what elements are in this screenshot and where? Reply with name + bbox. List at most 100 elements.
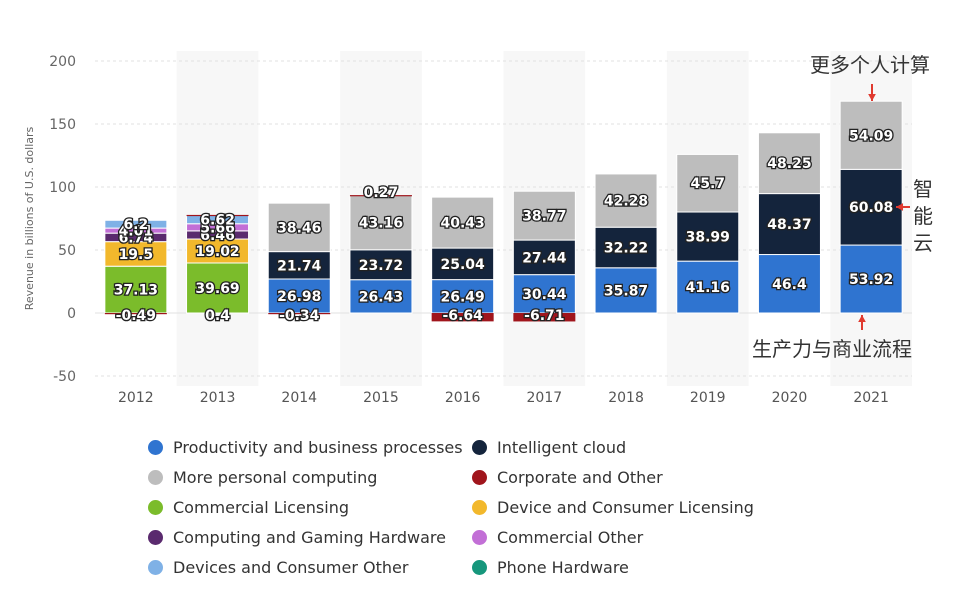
bar-segment — [104, 313, 167, 315]
legend-swatch — [472, 560, 487, 575]
legend-swatch — [148, 470, 163, 485]
x-tick-label: 2015 — [363, 390, 399, 406]
x-tick-label: 2014 — [281, 390, 317, 406]
stacked-bar-chart: 200 150 100 50 0 -50 Revenue in billions of U.… — [23, 51, 933, 406]
legend-item[interactable]: More personal computing — [148, 468, 377, 487]
bar-segment — [676, 260, 740, 314]
bar-segment — [594, 173, 658, 228]
legend-item[interactable]: Commercial Licensing — [148, 498, 349, 517]
bar-segment — [349, 194, 413, 251]
annotation-arrow-head — [896, 203, 904, 211]
bar-segment — [757, 193, 821, 256]
data-label: -6.64 — [442, 308, 483, 324]
data-label: 48.37 — [767, 217, 811, 233]
legend-label: Commercial Other — [497, 528, 644, 547]
legend-swatch — [148, 560, 163, 575]
annotation-intelligent-cloud: 云 — [913, 231, 933, 255]
data-label: 37.13 — [114, 283, 158, 299]
data-label: 23.72 — [359, 258, 403, 274]
annotation-arrow-head — [868, 93, 876, 101]
bar-segment — [104, 241, 168, 267]
bar-segment — [186, 214, 249, 217]
legend-swatch — [148, 530, 163, 545]
data-label: 38.99 — [686, 230, 730, 246]
bar-segment — [431, 196, 495, 249]
y-tick-label: -50 — [53, 369, 76, 385]
bar-segment — [676, 153, 740, 213]
bar-segment — [757, 132, 821, 195]
legend-item[interactable]: Corporate and Other — [472, 468, 663, 487]
bar-segment — [349, 279, 413, 314]
data-label: 32.22 — [604, 241, 648, 257]
x-tick-label: 2012 — [118, 390, 154, 406]
bar-segment — [431, 247, 495, 281]
legend-item[interactable]: Intelligent cloud — [472, 438, 626, 457]
legend-label: Productivity and business processes — [173, 438, 463, 457]
legend-swatch — [148, 440, 163, 455]
data-label: 26.43 — [359, 289, 403, 305]
data-label: 42.28 — [604, 194, 648, 210]
data-label: 6.46 — [200, 228, 235, 244]
y-tick-label: 200 — [49, 54, 76, 70]
legend-item[interactable]: Computing and Gaming Hardware — [148, 528, 446, 547]
data-label: -6.71 — [524, 308, 564, 324]
bar-segment — [104, 265, 168, 314]
x-tick-label: 2016 — [445, 390, 481, 406]
annotation-productivity: 生产力与商业流程 — [752, 337, 912, 361]
bar-segment — [349, 195, 412, 197]
bar-segment — [839, 100, 903, 170]
legend-item[interactable]: Device and Consumer Licensing — [472, 498, 754, 517]
data-label: 0.4 — [205, 308, 230, 324]
bar-segment — [839, 244, 903, 314]
legend-label: Commercial Licensing — [173, 498, 349, 517]
data-label: 45.7 — [690, 176, 725, 192]
annotation-intelligent-cloud: 能 — [913, 204, 933, 228]
data-label: -0.49 — [116, 308, 156, 324]
legend-label: Device and Consumer Licensing — [497, 498, 754, 517]
x-tick-label: 2017 — [527, 390, 563, 406]
annotation-arrow-head — [858, 315, 866, 323]
data-label: 6.2 — [123, 217, 148, 233]
data-label: 40.43 — [441, 216, 485, 232]
data-label: 19.5 — [119, 247, 154, 263]
y-tick-label: 100 — [49, 180, 76, 196]
data-label: 19.02 — [195, 244, 239, 260]
data-label: 35.87 — [604, 283, 648, 299]
bar-segment — [512, 190, 576, 241]
bar-segment — [104, 219, 168, 229]
legend-item[interactable]: Phone Hardware — [472, 558, 629, 577]
legend-swatch — [148, 500, 163, 515]
x-tick-label: 2020 — [772, 390, 808, 406]
x-tick-label: 2021 — [853, 390, 889, 406]
x-tick-label: 2018 — [608, 390, 644, 406]
annotation-personal-computing: 更多个人计算 — [810, 53, 930, 77]
data-label: 43.16 — [359, 216, 403, 232]
data-label: 38.46 — [277, 220, 321, 236]
y-tick-label: 0 — [67, 306, 76, 322]
legend-label: Phone Hardware — [497, 558, 629, 577]
data-label: 41.16 — [686, 280, 730, 296]
data-label: 26.98 — [277, 289, 321, 305]
bar-segment — [512, 239, 576, 276]
data-label: 6.74 — [119, 230, 154, 246]
legend-swatch — [472, 500, 487, 515]
legend-swatch — [472, 470, 487, 485]
data-label: 30.44 — [522, 287, 567, 303]
bar-segment — [268, 313, 331, 315]
legend-label: Devices and Consumer Other — [173, 558, 409, 577]
data-label: 53.92 — [849, 272, 893, 288]
annotation-intelligent-cloud: 智 — [913, 177, 933, 201]
legend-item[interactable]: Devices and Consumer Other — [148, 558, 408, 577]
legend-label: Computing and Gaming Hardware — [173, 528, 446, 547]
bar-segment — [267, 202, 331, 253]
data-label: 6.62 — [200, 213, 235, 229]
data-label: 5.66 — [200, 220, 235, 236]
y-tick-label: 50 — [58, 243, 76, 259]
bar-segment — [349, 249, 413, 281]
legend-item[interactable]: Commercial Other — [472, 528, 643, 547]
legend-label: More personal computing — [173, 468, 378, 487]
bar-segment — [513, 313, 576, 322]
legend-item[interactable]: Productivity and business processes — [148, 438, 463, 457]
legend-swatch — [472, 440, 487, 455]
data-label: 4.01 — [119, 224, 154, 240]
